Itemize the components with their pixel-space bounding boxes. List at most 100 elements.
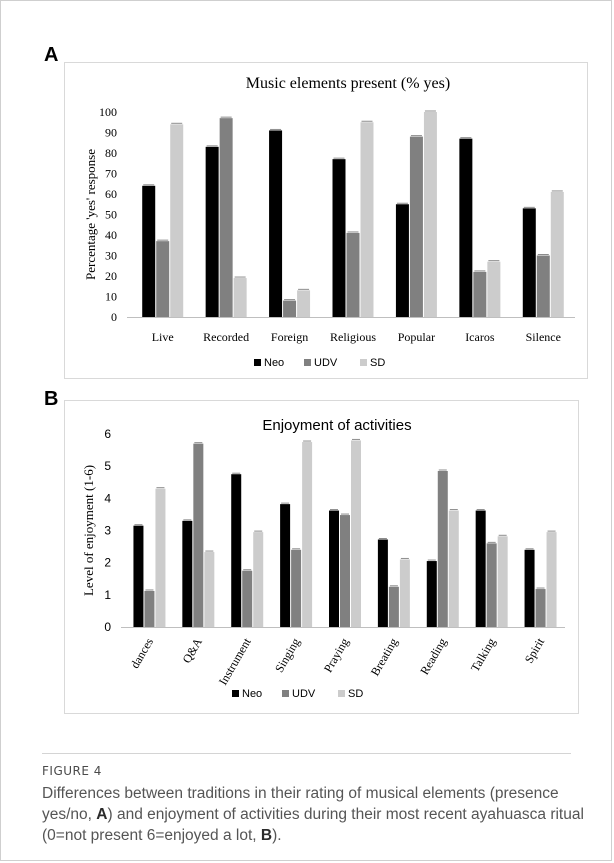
bar-sd	[448, 510, 459, 627]
y-tick-label: 2	[104, 556, 111, 570]
y-tick-label: 90	[105, 126, 117, 140]
bar-sd	[360, 122, 374, 317]
caption-ref-b: B	[260, 827, 273, 844]
x-category-label: Live	[152, 330, 174, 344]
legend-label-sd: SD	[348, 688, 363, 700]
caption-text-2: ) and enjoyment of activities during the…	[42, 806, 584, 844]
bar-udv	[486, 543, 497, 627]
y-tick-label: 6	[104, 427, 111, 441]
y-tick-label: 4	[104, 491, 111, 505]
x-category-label: dances	[128, 635, 157, 671]
panel-b-letter: B	[44, 388, 59, 410]
bar-udv	[193, 443, 204, 627]
x-category-label: Recorded	[203, 330, 249, 344]
chart-title: Music elements present (% yes)	[246, 75, 450, 92]
bar-neo	[231, 474, 242, 627]
x-category-label: Reading	[417, 636, 449, 678]
bar-neo	[475, 510, 486, 627]
legend-label-udv: UDV	[292, 688, 316, 700]
figure-caption: Differences between traditions in their …	[42, 783, 602, 846]
x-category-label: Spirit	[522, 635, 548, 666]
bar-sd	[253, 532, 264, 627]
y-tick-label: 30	[105, 249, 117, 263]
x-category-label: Religious	[330, 330, 376, 344]
bar-sd	[546, 532, 557, 627]
y-tick-label: 70	[105, 167, 117, 181]
bar-sd	[399, 559, 410, 627]
caption-text-3: ).	[272, 827, 282, 844]
caption-text-1: Differences between traditions in their …	[42, 785, 559, 823]
bar-sd	[155, 488, 166, 627]
bar-sd	[351, 440, 361, 627]
bar-neo	[280, 504, 291, 627]
bar-udv	[291, 549, 302, 627]
bar-sd	[423, 112, 437, 317]
figure-label: FIGURE 4	[42, 764, 102, 778]
bar-neo	[524, 549, 535, 627]
bar-neo	[332, 159, 346, 317]
bar-neo	[426, 561, 437, 627]
y-tick-label: 1	[104, 588, 111, 602]
bar-neo	[182, 520, 193, 627]
bar-udv	[536, 255, 550, 317]
bar-sd	[233, 278, 247, 317]
y-tick-label: 3	[104, 524, 111, 538]
legend-label-udv: UDV	[314, 357, 338, 369]
bar-udv	[535, 589, 546, 627]
legend-swatch-neo	[232, 690, 239, 697]
bar-neo	[133, 525, 144, 627]
bar-neo	[142, 185, 156, 317]
x-category-label: Icaros	[465, 330, 495, 344]
bar-udv	[346, 232, 360, 317]
bar-sd	[550, 191, 564, 317]
x-category-label: Singing	[272, 636, 303, 675]
chart-b: Enjoyment of activities Level of enjoymen…	[81, 417, 565, 700]
chart-title: Enjoyment of activities	[262, 417, 411, 434]
y-tick-label: 40	[105, 228, 117, 242]
bar-neo	[522, 208, 536, 317]
y-tick-label: 10	[105, 290, 117, 304]
x-category-label: Silence	[526, 330, 561, 344]
bar-sd	[297, 290, 311, 317]
bar-sd	[302, 442, 313, 627]
y-tick-label: 0	[111, 310, 117, 324]
panel-a-letter: A	[44, 44, 59, 66]
y-axis-label: Level of enjoyment (1-6)	[81, 465, 96, 596]
bar-neo	[269, 130, 283, 317]
legend-swatch-udv	[304, 359, 311, 366]
chart-a: Music elements present (% yes) Percentage…	[83, 75, 575, 369]
bar-neo	[377, 539, 388, 627]
bar-neo	[205, 146, 219, 317]
legend-label-neo: Neo	[242, 688, 262, 700]
y-tick-label: 100	[99, 105, 117, 119]
bar-neo	[395, 204, 409, 317]
caption-ref-a: A	[96, 806, 108, 823]
chart-b-box: Enjoyment of activities Level of enjoymen…	[64, 400, 579, 714]
bar-udv	[242, 570, 253, 627]
legend-swatch-neo	[254, 359, 261, 366]
chart-a-box: Music elements present (% yes) Percentage…	[64, 62, 588, 379]
legend-swatch-sd	[338, 690, 345, 697]
x-category-label: Foreign	[271, 330, 308, 344]
bar-sd	[204, 552, 215, 627]
x-category-label: Talking	[468, 636, 498, 675]
y-tick-label: 80	[105, 146, 117, 160]
legend-label-neo: Neo	[264, 357, 284, 369]
bar-sd	[170, 124, 184, 317]
bar-udv	[437, 470, 448, 627]
x-category-label: Instrument	[216, 635, 254, 688]
legend-swatch-udv	[282, 690, 289, 697]
y-tick-label: 50	[105, 208, 117, 222]
bar-neo	[459, 138, 473, 317]
bar-udv	[219, 118, 233, 318]
bar-udv	[473, 271, 487, 317]
bar-sd	[497, 536, 508, 627]
y-tick-label: 5	[104, 459, 111, 473]
bar-neo	[329, 510, 339, 627]
legend-label-sd: SD	[370, 357, 385, 369]
bar-udv	[156, 241, 170, 317]
x-category-label: Q&A	[179, 635, 205, 665]
y-tick-label: 20	[105, 269, 117, 283]
bar-udv	[409, 136, 423, 317]
